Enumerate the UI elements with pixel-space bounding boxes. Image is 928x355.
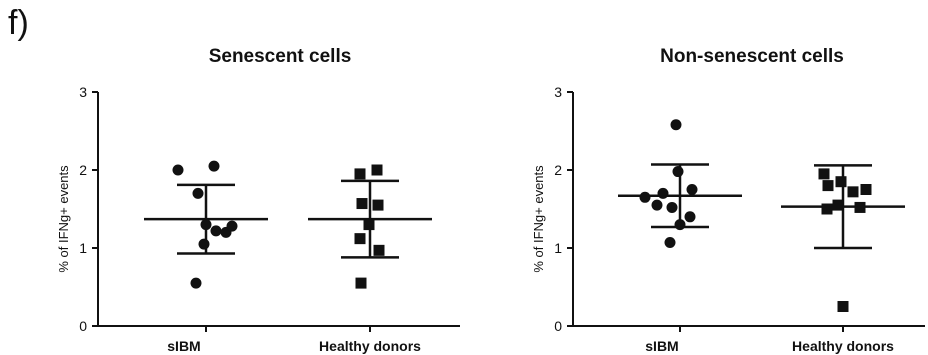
y-tick-label: 3 [79, 84, 87, 100]
data-point [639, 191, 651, 203]
data-point [854, 201, 866, 213]
y-tick-label: 0 [554, 318, 562, 334]
data-point [821, 203, 833, 215]
data-point [192, 187, 204, 199]
data-point [837, 301, 849, 312]
y-tick-label: 3 [554, 84, 562, 100]
data-point [651, 199, 663, 211]
y-axis-title: % of IFNg+ events [531, 165, 546, 273]
data-point [832, 199, 844, 211]
x-category-label: Healthy donors [319, 338, 421, 354]
data-point [686, 184, 698, 195]
data-point [835, 176, 847, 188]
data-point [371, 164, 383, 176]
data-point [354, 168, 366, 180]
data-point [670, 119, 682, 131]
data-point [822, 180, 834, 192]
data-point [355, 277, 367, 289]
x-category-label: sIBM [645, 338, 678, 354]
data-point [657, 187, 669, 199]
y-tick-label: 2 [79, 162, 87, 178]
x-category-label: sIBM [167, 338, 200, 354]
x-category-label: Healthy donors [792, 338, 894, 354]
data-point [664, 237, 676, 249]
data-point [674, 219, 686, 231]
data-point [208, 160, 220, 172]
data-point [860, 184, 872, 195]
data-point [363, 219, 375, 231]
data-point [818, 168, 830, 180]
y-tick-label: 1 [79, 240, 87, 256]
data-point [672, 166, 684, 178]
data-point [354, 233, 366, 245]
data-point [200, 219, 212, 231]
data-point [684, 211, 696, 223]
y-tick-label: 1 [554, 240, 562, 256]
data-point [372, 199, 384, 211]
data-point [356, 198, 368, 210]
y-tick-label: 2 [554, 162, 562, 178]
chart-title: Non-senescent cells [660, 46, 844, 67]
y-tick-label: 0 [79, 318, 87, 334]
chart-title: Senescent cells [209, 46, 352, 67]
data-point [847, 186, 859, 198]
data-point [172, 164, 184, 176]
panel-label: f) [8, 4, 29, 42]
data-point [190, 277, 202, 289]
data-point [198, 238, 210, 250]
y-axis-title: % of IFNg+ events [56, 165, 71, 273]
data-point [210, 225, 222, 237]
data-point [226, 220, 238, 232]
data-point [373, 244, 385, 256]
data-point [666, 201, 678, 213]
